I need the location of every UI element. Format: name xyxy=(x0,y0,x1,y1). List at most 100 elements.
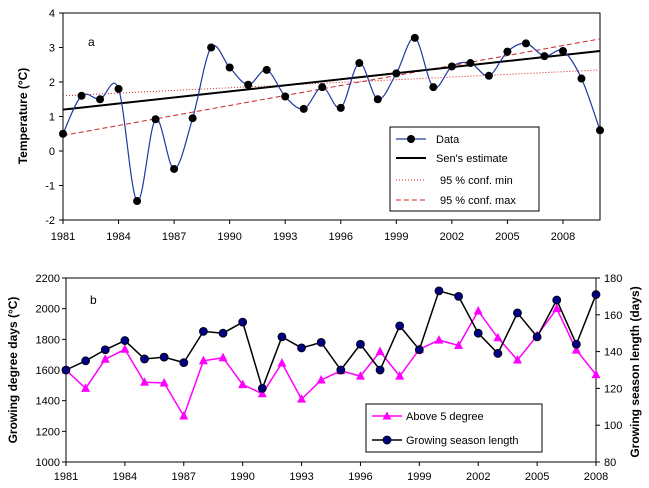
panel-b-series xyxy=(61,286,601,420)
gsl-point xyxy=(571,339,581,349)
gsl-series-line xyxy=(65,289,597,391)
x-tick-label: 2002 xyxy=(466,471,490,483)
above5-point xyxy=(591,369,601,379)
trend-line-solid xyxy=(62,49,601,111)
data-point xyxy=(170,164,179,173)
data-point xyxy=(114,84,123,93)
above5-point xyxy=(473,305,483,315)
y-tick-label: 1000 xyxy=(36,457,60,469)
above5-point xyxy=(257,388,267,398)
legend-conf-max-label: 95 % conf. max xyxy=(440,195,516,207)
above5-point xyxy=(179,411,189,420)
y2-tick-label: 120 xyxy=(604,383,622,395)
gsl-point xyxy=(100,345,110,355)
data-point xyxy=(59,129,67,138)
data-point xyxy=(596,126,604,135)
legend-conf-min-label: 95 % conf. min xyxy=(440,175,513,187)
gsl-point xyxy=(179,358,189,368)
data-point xyxy=(281,92,290,101)
gsl-point xyxy=(375,365,385,375)
gsl-point xyxy=(552,295,562,305)
y-tick-label: 1 xyxy=(49,112,55,124)
gsl-point xyxy=(257,383,267,393)
y-tick-label: 0 xyxy=(49,146,55,158)
panel-b-y2-ticks: 80 100 120 140 160 180 xyxy=(596,273,622,469)
panel-b-y2-axis-title: Growing season length (days) xyxy=(628,286,642,457)
above5-point xyxy=(375,346,385,356)
y-tick-label: 2000 xyxy=(36,304,60,316)
above5-point xyxy=(277,358,287,367)
data-point xyxy=(207,43,216,52)
x-tick-label: 1981 xyxy=(51,231,75,243)
data-point xyxy=(151,115,160,124)
x-tick-label: 1987 xyxy=(172,471,196,483)
y2-tick-label: 140 xyxy=(604,347,622,359)
y-tick-label: 3 xyxy=(49,43,55,55)
gsl-point xyxy=(473,328,483,338)
gsl-point xyxy=(238,317,248,327)
legend-data-label: Data xyxy=(436,134,460,146)
y2-tick-label: 100 xyxy=(604,420,622,432)
data-point xyxy=(484,71,493,80)
legend-sen-label: Sen's estimate xyxy=(436,153,508,165)
trend-line-dotted xyxy=(62,69,601,97)
panel-b-legend: Above 5 degree Growing season length xyxy=(365,403,543,453)
panel-b-y-axis-title: Growing degree days (°C) xyxy=(6,297,20,444)
x-tick-label: 1996 xyxy=(329,231,353,243)
data-point xyxy=(558,46,567,55)
data-point xyxy=(96,95,105,104)
x-tick-label: 1984 xyxy=(106,231,130,243)
x-tick-label: 1999 xyxy=(407,471,431,483)
x-tick-label: 1993 xyxy=(289,471,313,483)
x-tick-label: 1993 xyxy=(273,231,297,243)
panel-a-legend: Data Sen's estimate 95 % conf. min 95 % … xyxy=(389,126,540,212)
panel-a-y-axis-title: Temperature (°C) xyxy=(16,68,30,165)
data-point xyxy=(355,59,364,68)
y2-tick-label: 160 xyxy=(604,310,622,322)
x-tick-label: 2008 xyxy=(551,231,575,243)
data-point xyxy=(318,83,327,92)
gsl-point xyxy=(218,328,228,338)
x-tick-label: 1999 xyxy=(384,231,408,243)
gsl-point xyxy=(493,349,503,358)
data-point xyxy=(262,65,271,74)
x-tick-label: 1987 xyxy=(162,231,186,243)
above5-point xyxy=(571,345,581,354)
data-point xyxy=(133,197,142,206)
trend-line-dashed xyxy=(62,38,601,136)
y-tick-label: -1 xyxy=(45,181,55,193)
above5-point xyxy=(159,378,169,387)
above5-point xyxy=(218,352,228,362)
y-tick-label: 4 xyxy=(49,8,55,20)
gsl-point xyxy=(159,352,169,362)
data-point xyxy=(577,74,586,83)
panel-a-legend-box xyxy=(389,126,540,212)
data-point xyxy=(336,103,345,112)
above5-point xyxy=(81,383,91,392)
above5-point xyxy=(512,355,522,364)
gsl-point xyxy=(297,343,306,353)
gsl-point xyxy=(140,354,149,364)
data-point xyxy=(410,33,419,42)
data-point xyxy=(521,39,530,48)
gsl-point xyxy=(356,339,365,349)
gsl-point xyxy=(120,336,130,345)
panel-a-series xyxy=(59,33,604,206)
legend-data-marker xyxy=(407,135,415,143)
data-point xyxy=(77,91,86,100)
legend-gsl-label: Growing season length xyxy=(406,435,519,447)
y-tick-label: 1600 xyxy=(36,365,60,377)
data-point xyxy=(244,80,253,89)
gsl-point xyxy=(336,365,346,375)
legend-above5-marker xyxy=(382,411,392,420)
above5-point xyxy=(316,374,326,384)
y2-tick-label: 180 xyxy=(604,273,622,285)
panel-b-x-ticks: 1981 1984 1987 1990 1993 1996 1999 2002 2005 2008 xyxy=(54,462,608,483)
y-tick-label: -2 xyxy=(45,215,55,227)
data-point xyxy=(503,47,512,56)
above5-point xyxy=(552,303,562,313)
data-point xyxy=(447,62,456,71)
y2-tick-label: 80 xyxy=(604,457,616,469)
